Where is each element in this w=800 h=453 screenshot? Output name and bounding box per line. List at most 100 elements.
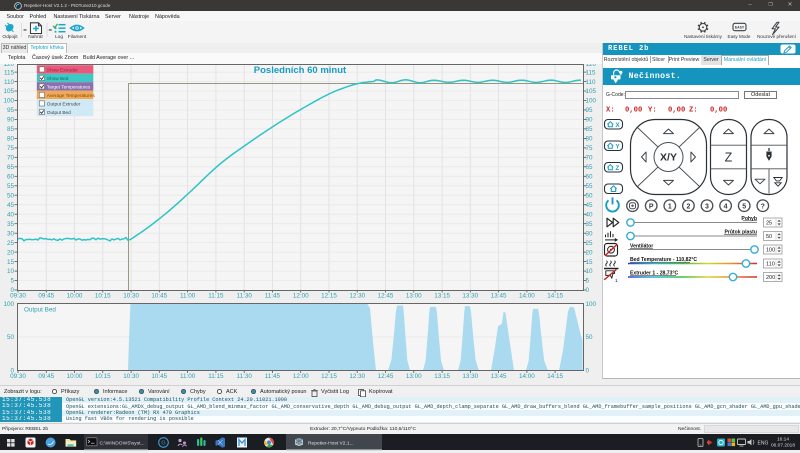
svg-text:1: 1: [668, 203, 672, 210]
svg-text:10:30: 10:30: [123, 373, 139, 380]
svg-text:120: 120: [3, 64, 14, 68]
svg-text:13:00: 13:00: [406, 293, 422, 300]
svg-text:06.07.2018: 06.07.2018: [771, 442, 795, 448]
svg-text:Show Extruder: Show Extruder: [47, 67, 79, 73]
svg-text:Show Bed: Show Bed: [47, 76, 69, 82]
svg-text:25: 25: [7, 240, 15, 247]
svg-text:11:30: 11:30: [237, 373, 253, 380]
svg-text:G: G: [161, 440, 165, 446]
svg-text:105: 105: [586, 88, 597, 95]
svg-text:11:45: 11:45: [265, 373, 281, 380]
svg-text:15: 15: [586, 259, 594, 266]
svg-text:11:45: 11:45: [265, 293, 281, 300]
svg-text:10:00: 10:00: [67, 293, 83, 300]
svg-text:200: 200: [766, 275, 775, 281]
svg-text:100: 100: [586, 301, 597, 308]
svg-text:35: 35: [7, 221, 15, 228]
svg-text:13:45: 13:45: [491, 293, 507, 300]
svg-text:95: 95: [7, 107, 15, 114]
svg-text:50: 50: [586, 192, 594, 199]
svg-text:13:45: 13:45: [491, 373, 507, 380]
svg-text:0,00: 0,00: [668, 107, 685, 115]
svg-text:100: 100: [586, 98, 597, 105]
svg-text:90: 90: [586, 117, 594, 124]
svg-text:1: 1: [615, 278, 618, 284]
svg-text:5: 5: [10, 278, 14, 285]
svg-text:75: 75: [7, 145, 15, 152]
svg-text:100: 100: [766, 248, 775, 254]
svg-text:ENG: ENG: [758, 440, 769, 446]
svg-text:Průtok plastu: Průtok plastu: [724, 228, 757, 235]
svg-text:12:45: 12:45: [378, 373, 394, 380]
svg-text:5: 5: [586, 278, 590, 285]
svg-text:45: 45: [586, 202, 594, 209]
svg-text:11:30: 11:30: [237, 293, 253, 300]
svg-text:12:00: 12:00: [293, 293, 309, 300]
svg-text:60: 60: [586, 174, 594, 181]
svg-text:Filament: Filament: [68, 34, 87, 40]
svg-text:12:15: 12:15: [321, 373, 337, 380]
svg-text:3: 3: [705, 203, 709, 210]
svg-text:0: 0: [586, 368, 590, 375]
svg-text:12:30: 12:30: [349, 293, 365, 300]
svg-text:40: 40: [7, 211, 15, 218]
svg-text:Nastavení tiskárny: Nastavení tiskárny: [684, 34, 722, 39]
svg-text:0: 0: [586, 287, 590, 294]
svg-text:P: P: [649, 203, 654, 210]
svg-text:90: 90: [7, 117, 15, 124]
svg-text:85: 85: [7, 126, 15, 133]
svg-text:115: 115: [586, 69, 597, 76]
svg-text:Nahrát: Nahrát: [28, 34, 43, 40]
svg-text:2: 2: [686, 203, 690, 210]
svg-text:13:30: 13:30: [462, 293, 478, 300]
svg-text:13:15: 13:15: [434, 293, 450, 300]
svg-text:14:00: 14:00: [519, 373, 535, 380]
svg-text:11:15: 11:15: [208, 373, 224, 380]
svg-text:10: 10: [7, 268, 15, 275]
svg-text:Average Temperatures: Average Temperatures: [47, 93, 96, 99]
svg-text:55: 55: [7, 183, 15, 190]
svg-text:10:00: 10:00: [67, 373, 83, 380]
svg-text:60: 60: [7, 174, 15, 181]
svg-text:115: 115: [4, 69, 15, 76]
svg-text:14:00: 14:00: [519, 293, 535, 300]
svg-text:0,00: 0,00: [625, 107, 642, 115]
svg-text:25: 25: [586, 240, 594, 247]
svg-text:0: 0: [10, 368, 14, 375]
svg-text:Y:: Y:: [648, 107, 657, 115]
svg-text:Output Bed: Output Bed: [24, 307, 56, 314]
svg-text:70: 70: [586, 155, 594, 162]
svg-text:80: 80: [586, 136, 594, 143]
svg-text:95: 95: [586, 107, 594, 114]
svg-text:C:\WINDOWS\syst...: C:\WINDOWS\syst...: [100, 440, 145, 446]
svg-text:15: 15: [7, 259, 15, 266]
svg-text:75: 75: [586, 145, 594, 152]
svg-text:13:00: 13:00: [406, 373, 422, 380]
svg-text:Z: Z: [616, 165, 620, 172]
svg-text:14:15: 14:15: [547, 293, 563, 300]
svg-text:Pohyb: Pohyb: [741, 216, 757, 222]
svg-text:55: 55: [586, 183, 594, 190]
svg-text:Output Bed: Output Bed: [47, 110, 71, 116]
svg-text:65: 65: [7, 164, 15, 171]
svg-text:11:00: 11:00: [180, 293, 196, 300]
svg-text:110: 110: [766, 262, 775, 268]
svg-text:X/Y: X/Y: [660, 152, 677, 164]
svg-text:Easy Mode: Easy Mode: [728, 34, 751, 39]
svg-text:09:30: 09:30: [10, 293, 26, 300]
svg-text:110: 110: [4, 79, 15, 86]
svg-text:10:45: 10:45: [151, 293, 167, 300]
svg-text:X:: X:: [606, 107, 615, 115]
svg-text:4: 4: [724, 203, 728, 210]
svg-text:100: 100: [3, 98, 14, 105]
svg-text:5: 5: [742, 203, 746, 210]
svg-text:50: 50: [586, 334, 594, 341]
svg-text:Bed Temperature - 110,82°C: Bed Temperature - 110,82°C: [630, 257, 697, 263]
svg-text:20: 20: [586, 249, 594, 256]
svg-text:Posledních 60 minut: Posledních 60 minut: [254, 65, 347, 76]
svg-text:70: 70: [7, 155, 15, 162]
svg-text:11:15: 11:15: [208, 293, 224, 300]
svg-text:Output Extruder: Output Extruder: [47, 101, 81, 107]
svg-text:100: 100: [3, 301, 14, 308]
svg-text:85: 85: [586, 126, 594, 133]
